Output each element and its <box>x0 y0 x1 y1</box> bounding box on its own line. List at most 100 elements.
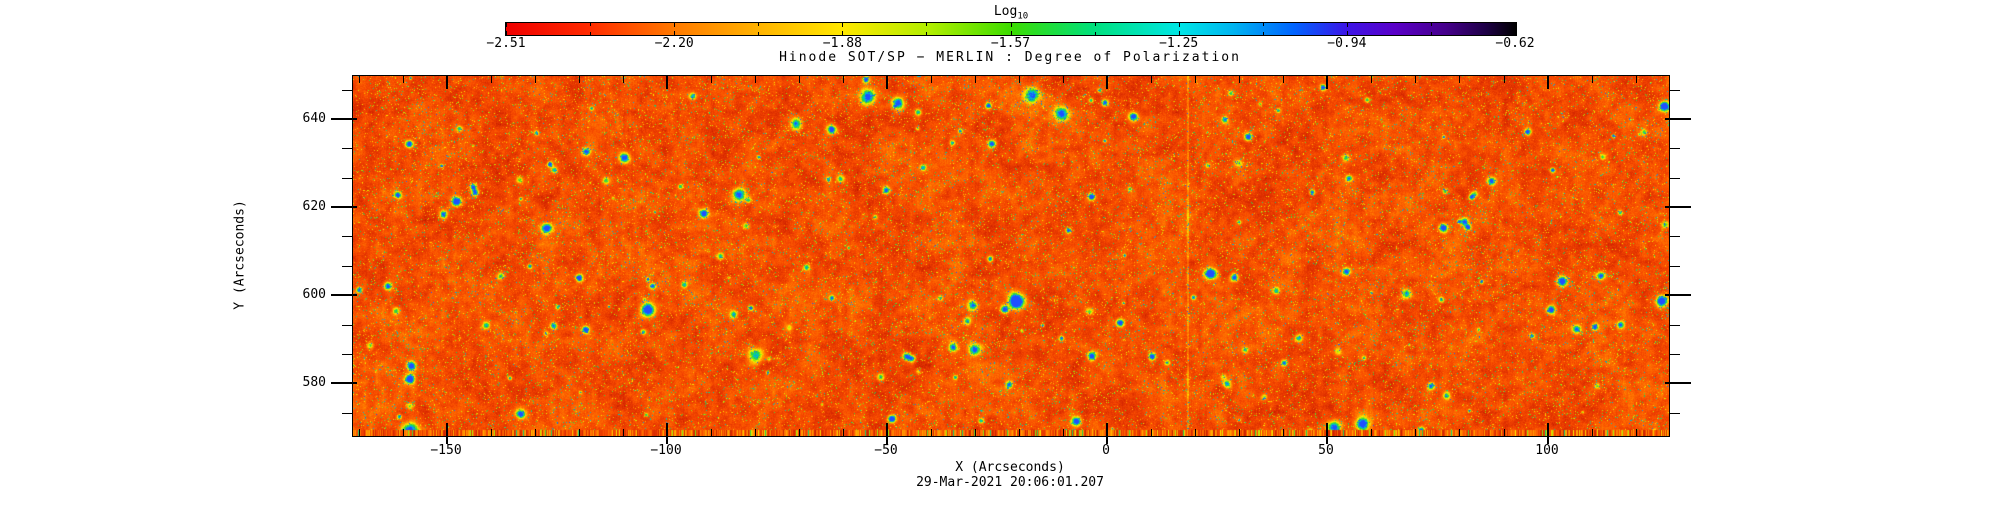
x-tick-label: −150 <box>430 443 462 458</box>
minor-tick <box>1636 429 1637 436</box>
colorbar <box>505 22 1517 36</box>
minor-tick <box>342 266 353 267</box>
minor-tick <box>579 76 580 83</box>
y-tick-label: 580 <box>302 375 326 390</box>
minor-tick <box>755 76 756 83</box>
minor-tick <box>342 236 353 237</box>
colorbar-tick <box>506 31 507 35</box>
colorbar-tick <box>1178 23 1180 27</box>
y-tick-label: 620 <box>302 199 326 214</box>
minor-tick <box>1459 429 1460 436</box>
y-tick-label: 640 <box>302 111 326 126</box>
minor-tick <box>1019 429 1020 436</box>
colorbar-tick-label: −1.25 <box>1159 36 1199 51</box>
minor-tick <box>403 76 404 83</box>
minor-tick <box>1019 76 1020 83</box>
minor-tick <box>1669 148 1680 149</box>
minor-tick <box>1592 429 1593 436</box>
minor-tick <box>1151 76 1152 83</box>
minor-tick <box>1239 429 1240 436</box>
colorbar-minor-tick <box>1262 23 1264 26</box>
colorbar-minor-tick <box>1430 23 1432 26</box>
minor-tick <box>1195 76 1196 83</box>
major-tick <box>331 382 357 384</box>
minor-tick <box>755 429 756 436</box>
major-tick <box>1106 423 1108 444</box>
minor-tick <box>1283 76 1284 83</box>
y-axis-label: Y (Arcseconds) <box>232 200 248 310</box>
colorbar-minor-tick <box>590 32 592 35</box>
minor-tick <box>342 354 353 355</box>
minor-tick <box>342 178 353 179</box>
colorbar-tick-label: −2.20 <box>654 36 694 51</box>
colorbar-tick <box>1010 31 1012 35</box>
minor-tick <box>843 429 844 436</box>
minor-tick <box>491 429 492 436</box>
colorbar-tick-label: −2.51 <box>486 36 526 51</box>
minor-tick <box>623 76 624 83</box>
major-tick <box>446 76 448 89</box>
colorbar-minor-tick <box>758 32 760 35</box>
minor-tick <box>1063 429 1064 436</box>
minor-tick <box>931 76 932 83</box>
minor-tick <box>1669 354 1680 355</box>
minor-tick <box>1195 429 1196 436</box>
minor-tick <box>1504 76 1505 83</box>
colorbar-tick <box>506 23 507 27</box>
major-tick <box>1665 382 1691 384</box>
colorbar-scale-label: Log10 <box>994 5 1028 24</box>
minor-tick <box>1636 76 1637 83</box>
minor-tick <box>535 429 536 436</box>
minor-tick <box>1151 429 1152 436</box>
colorbar-minor-tick <box>758 23 760 26</box>
x-tick-label: −50 <box>874 443 898 458</box>
minor-tick <box>342 413 353 414</box>
colorbar-tick-label: −0.62 <box>1495 36 1535 51</box>
plot-area <box>331 75 1691 444</box>
minor-tick <box>1063 76 1064 83</box>
colorbar-scale-label-text: Log <box>993 4 1018 19</box>
minor-tick <box>342 325 353 326</box>
major-tick <box>886 423 888 444</box>
colorbar-tick-label: −0.94 <box>1327 36 1367 51</box>
y-tick-label: 600 <box>302 287 326 302</box>
colorbar-tick-label: −1.88 <box>822 36 862 51</box>
colorbar-minor-tick <box>1094 32 1096 35</box>
colorbar-tick <box>842 23 844 27</box>
minor-tick <box>342 148 353 149</box>
colorbar-tick-label: −1.57 <box>990 36 1031 51</box>
minor-tick <box>491 76 492 83</box>
major-tick <box>666 423 668 444</box>
colorbar-tick <box>674 23 676 27</box>
x-tick-label: 0 <box>1102 443 1110 458</box>
colorbar-tick <box>1346 23 1348 27</box>
minor-tick <box>1371 429 1372 436</box>
colorbar-scale-label-subscript: 10 <box>1017 11 1029 22</box>
minor-tick <box>843 76 844 83</box>
major-tick <box>1665 118 1691 120</box>
colorbar-tick <box>1010 23 1012 27</box>
major-tick <box>1326 423 1328 444</box>
colorbar-tick <box>1346 31 1348 35</box>
colorbar-minor-tick <box>926 23 928 26</box>
colorbar-tick <box>842 31 844 35</box>
polarization-map <box>353 76 1669 436</box>
minor-tick <box>1415 76 1416 83</box>
minor-tick <box>1371 76 1372 83</box>
colorbar-tick <box>674 31 676 35</box>
minor-tick <box>535 76 536 83</box>
major-tick <box>331 294 357 296</box>
x-tick-label: 50 <box>1318 443 1334 458</box>
minor-tick <box>1415 429 1416 436</box>
major-tick <box>331 118 357 120</box>
minor-tick <box>1669 325 1680 326</box>
major-tick <box>1106 76 1108 89</box>
minor-tick <box>403 429 404 436</box>
major-tick <box>1665 294 1691 296</box>
colorbar-minor-tick <box>926 32 928 35</box>
major-tick <box>1547 423 1549 444</box>
colorbar-tick <box>1515 31 1516 35</box>
minor-tick <box>975 76 976 83</box>
minor-tick <box>1239 76 1240 83</box>
